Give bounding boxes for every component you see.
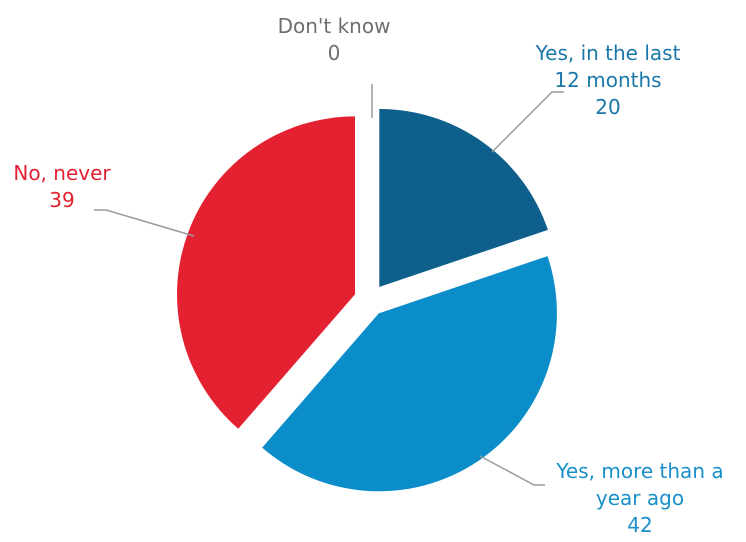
pie-slice	[177, 116, 356, 429]
slice-category-label: Yes, more than a	[555, 459, 723, 483]
slice-value-label: 39	[49, 188, 74, 212]
slice-category-label: No, never	[13, 161, 111, 185]
slice-category-label: year ago	[596, 486, 684, 510]
pie-slice	[379, 108, 548, 287]
leader-line	[491, 91, 564, 153]
slice-labels: Yes, in the last 12 months 20 Yes, more tha…	[13, 14, 723, 537]
leader-lines	[94, 84, 564, 486]
slice-category-label: Don't know	[278, 14, 391, 38]
slice-category-label: 12 months	[554, 68, 661, 92]
leader-line	[479, 455, 545, 486]
pie-slices	[177, 108, 557, 492]
leader-line	[94, 209, 195, 237]
slice-value-label: 42	[627, 513, 652, 537]
slice-value-label: 0	[328, 41, 341, 65]
slice-value-label: 20	[595, 95, 620, 119]
slice-category-label: Yes, in the last	[535, 41, 681, 65]
pie-slice	[262, 256, 557, 492]
